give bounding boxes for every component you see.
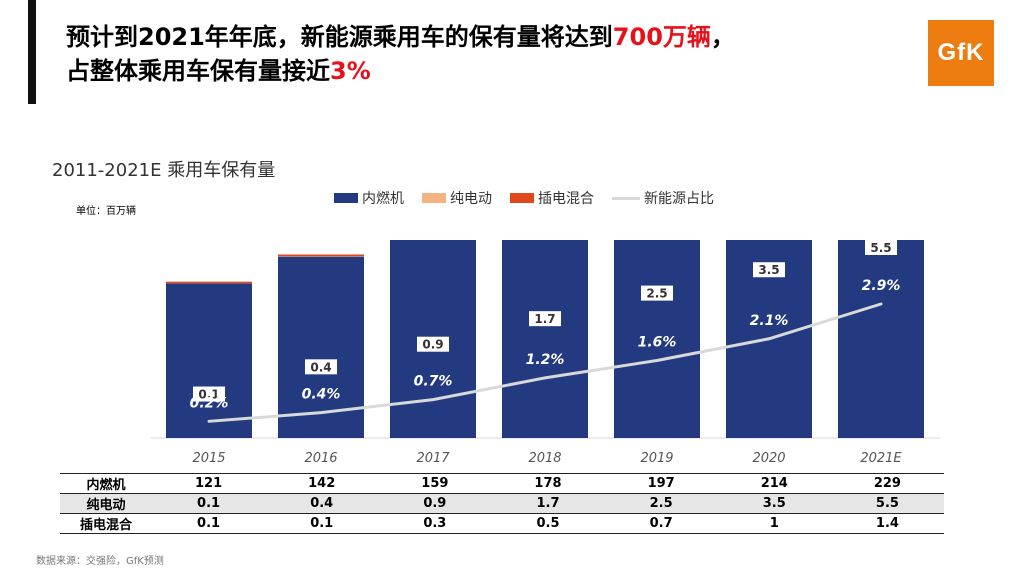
legend-item-phev: 插电混合: [510, 188, 594, 208]
bar-segment: [166, 281, 252, 284]
table-cell: 1.7: [536, 496, 560, 511]
x-tick-label: 2016: [304, 451, 337, 466]
table-cell: 0.1: [310, 516, 334, 531]
logo-text: GfK: [937, 39, 985, 66]
share-label: 2.1%: [750, 313, 789, 329]
bar-label-box: [417, 336, 449, 352]
legend-label: 内燃机: [362, 191, 404, 207]
stacked-bar-chart: 0.1 2015 0.4 2016 0.9 2017 1.7 2018 2.5 2019 3.5 20…: [150, 240, 940, 466]
bar-segment: [278, 256, 364, 438]
bar-label: 0.1: [198, 388, 219, 402]
x-tick-label: 2019: [640, 451, 673, 466]
legend-swatch: [422, 193, 446, 203]
share-label: 2.9%: [862, 278, 901, 294]
headline-highlight: 3%: [330, 57, 371, 85]
table-cell: 0.9: [423, 496, 447, 511]
page-title: 预计到2021年年底，新能源乘用车的保有量将达到700万辆， 占整体乘用车保有量…: [66, 20, 735, 88]
accent-bar: [28, 0, 36, 104]
legend: 内燃机 纯电动 插电混合 新能源占比: [334, 188, 714, 208]
legend-item-ice: 内燃机: [334, 188, 404, 208]
table-row: 内燃机 121 142 159 178 197 214 229: [60, 473, 944, 494]
bar-label-box: [529, 311, 561, 327]
table-row-label: 内燃机: [86, 478, 126, 493]
table-cell: 0.4: [310, 496, 334, 511]
share-label: 1.6%: [638, 334, 677, 350]
table-row: 插电混合 0.1 0.1 0.3 0.5 0.7 1 1.4: [60, 513, 944, 534]
data-table: 内燃机 121 142 159 178 197 214 229 纯电动 0.1 0.4 0.9 1.7 2…: [60, 473, 944, 534]
table-cell: 159: [421, 476, 449, 491]
table-cell: 0.1: [197, 496, 221, 511]
table-cell: 142: [308, 476, 336, 491]
bar-label: 3.5: [758, 263, 779, 277]
bar-segment: [502, 240, 588, 438]
table-cell: 0.7: [649, 516, 673, 531]
bar-segment: [278, 254, 364, 257]
table-row: 纯电动 0.1 0.4 0.9 1.7 2.5 3.5 5.5: [60, 493, 944, 514]
source-note: 数据来源：交强险，GfK预测: [36, 556, 164, 567]
share-label: 0.2%: [190, 395, 229, 411]
headline-text: 占整体乘用车保有量接近: [66, 57, 330, 85]
legend-label: 插电混合: [538, 191, 594, 207]
headline-line-1: 预计到2021年年底，新能源乘用车的保有量将达到700万辆，: [66, 20, 735, 54]
bar-label-box: [305, 359, 337, 375]
bar-segment: [614, 240, 700, 438]
table-row-label: 插电混合: [79, 518, 132, 533]
table-cell: 1: [769, 516, 779, 531]
legend-swatch: [612, 196, 640, 200]
table-cell: 0.1: [197, 516, 221, 531]
table-cell: 214: [760, 476, 788, 491]
share-label: 1.2%: [526, 352, 565, 368]
table-cell: 1.4: [875, 516, 899, 531]
headline-line-2: 占整体乘用车保有量接近3%: [66, 54, 735, 88]
legend-swatch: [510, 193, 534, 203]
bar-label: 1.7: [534, 312, 555, 326]
unit-label: 单位：百万辆: [76, 206, 136, 217]
bar-label: 0.4: [310, 360, 331, 374]
x-tick-label: 2015: [192, 451, 225, 466]
table-cell: 121: [195, 476, 223, 491]
x-tick-label: 2021E: [860, 451, 902, 466]
legend-swatch: [334, 193, 358, 203]
gfk-logo: GfK: [928, 20, 994, 86]
bar-label-box: [865, 240, 897, 255]
table-cell: 0.3: [423, 516, 447, 531]
table-row-label: 纯电动: [86, 498, 126, 513]
share-label: 0.7%: [414, 374, 453, 390]
share-label: 0.4%: [302, 387, 341, 403]
table-cell: 197: [647, 476, 675, 491]
bar-label-box: [753, 262, 785, 278]
x-tick-label: 2018: [528, 451, 561, 466]
legend-item-bev: 纯电动: [422, 188, 492, 208]
table-cell: 178: [534, 476, 562, 491]
table-cell: 0.5: [536, 516, 560, 531]
bar-label: 0.9: [422, 338, 443, 352]
headline-text: 预计到2021年年底，新能源乘用车的保有量将达到: [66, 23, 613, 51]
legend-label: 纯电动: [450, 191, 492, 207]
legend-label: 新能源占比: [644, 191, 714, 207]
x-tick-label: 2017: [416, 451, 450, 466]
bar-label-box: [641, 285, 673, 301]
table-cell: 229: [873, 476, 901, 491]
headline-highlight: 700万辆: [612, 23, 711, 51]
table-cell: 3.5: [762, 496, 786, 511]
table-cell: 2.5: [649, 496, 673, 511]
x-tick-label: 2020: [752, 451, 785, 466]
chart-title: 2011-2021E 乘用车保有量: [52, 160, 276, 181]
table-cell: 5.5: [875, 496, 899, 511]
bar-label-box: [193, 386, 225, 402]
legend-item-share: 新能源占比: [612, 188, 714, 208]
share-line: [207, 302, 883, 423]
bar-segment: [838, 240, 924, 438]
bar-label: 5.5: [870, 241, 891, 255]
bar-segment: [166, 283, 252, 438]
headline-text: ，: [710, 23, 735, 51]
bar-label: 2.5: [646, 287, 667, 301]
